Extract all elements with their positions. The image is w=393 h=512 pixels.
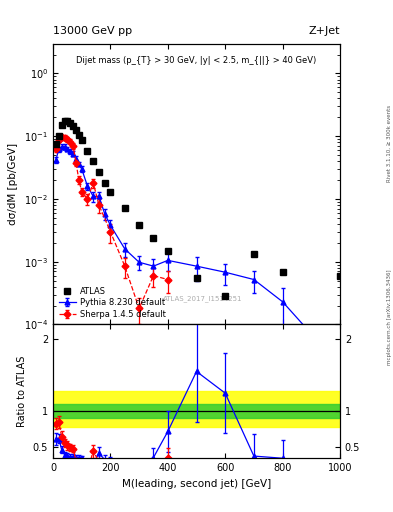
- ATLAS: [62, 118, 67, 124]
- ATLAS: [57, 133, 61, 139]
- Line: ATLAS: ATLAS: [53, 118, 343, 300]
- ATLAS: [59, 122, 64, 128]
- ATLAS: [108, 189, 113, 195]
- Text: Z+Jet: Z+Jet: [309, 26, 340, 36]
- ATLAS: [252, 250, 256, 257]
- Y-axis label: dσ/dM [pb/GeV]: dσ/dM [pb/GeV]: [8, 143, 18, 225]
- ATLAS: [91, 158, 95, 164]
- ATLAS: [123, 205, 127, 211]
- Text: Dijet mass (p_{T} > 30 GeV, |y| < 2.5, m_{||} > 40 GeV): Dijet mass (p_{T} > 30 GeV, |y| < 2.5, m…: [76, 56, 317, 65]
- ATLAS: [68, 119, 73, 125]
- Legend: ATLAS, Pythia 8.230 default, Sherpa 1.4.5 default: ATLAS, Pythia 8.230 default, Sherpa 1.4.…: [57, 285, 167, 321]
- ATLAS: [194, 275, 199, 281]
- Text: 13000 GeV pp: 13000 GeV pp: [53, 26, 132, 36]
- X-axis label: M(leading, second jet) [GeV]: M(leading, second jet) [GeV]: [122, 479, 271, 488]
- ATLAS: [338, 272, 342, 279]
- ATLAS: [65, 118, 70, 124]
- ATLAS: [53, 141, 58, 147]
- ATLAS: [79, 137, 84, 143]
- Bar: [53, 391, 340, 427]
- ATLAS: [165, 248, 170, 254]
- ATLAS: [280, 269, 285, 275]
- ATLAS: [85, 148, 90, 154]
- Text: mcplots.cern.ch [arXiv:1306.3436]: mcplots.cern.ch [arXiv:1306.3436]: [387, 270, 392, 365]
- Bar: [53, 404, 340, 418]
- ATLAS: [223, 293, 228, 300]
- ATLAS: [137, 222, 141, 228]
- ATLAS: [151, 235, 156, 241]
- Text: ATLAS_2017_I1514251: ATLAS_2017_I1514251: [162, 295, 242, 302]
- ATLAS: [97, 169, 101, 175]
- ATLAS: [77, 132, 81, 138]
- Text: Rivet 3.1.10, ≥ 300k events: Rivet 3.1.10, ≥ 300k events: [387, 105, 392, 182]
- ATLAS: [71, 122, 75, 129]
- Y-axis label: Ratio to ATLAS: Ratio to ATLAS: [17, 356, 27, 427]
- ATLAS: [73, 127, 78, 133]
- ATLAS: [102, 180, 107, 186]
